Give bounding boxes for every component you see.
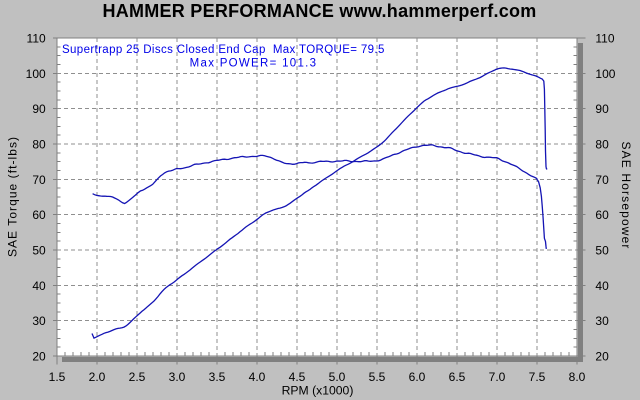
svg-text:90: 90 xyxy=(32,102,46,116)
svg-text:4.5: 4.5 xyxy=(289,370,306,384)
svg-text:80: 80 xyxy=(32,138,46,152)
svg-text:80: 80 xyxy=(595,138,609,152)
svg-text:90: 90 xyxy=(595,102,609,116)
svg-text:40: 40 xyxy=(32,279,46,293)
svg-text:3.5: 3.5 xyxy=(209,370,226,384)
svg-text:40: 40 xyxy=(595,279,609,293)
svg-text:6.5: 6.5 xyxy=(449,370,466,384)
svg-text:30: 30 xyxy=(595,314,609,328)
svg-text:70: 70 xyxy=(595,173,609,187)
svg-text:100: 100 xyxy=(26,67,46,81)
svg-text:8.0: 8.0 xyxy=(569,370,586,384)
svg-text:RPM (x1000): RPM (x1000) xyxy=(282,383,354,397)
svg-text:SAE Horsepower: SAE Horsepower xyxy=(619,141,633,249)
svg-text:Supertrapp 25 Discs Closed End: Supertrapp 25 Discs Closed End Cap Max T… xyxy=(62,44,385,56)
svg-text:100: 100 xyxy=(595,67,615,81)
svg-text:4.0: 4.0 xyxy=(249,370,266,384)
svg-text:110: 110 xyxy=(595,32,614,46)
svg-text:HAMMER PERFORMANCE www.hammerp: HAMMER PERFORMANCE www.hammerperf.com xyxy=(103,1,537,21)
svg-text:1.5: 1.5 xyxy=(49,370,66,384)
svg-text:20: 20 xyxy=(32,350,46,364)
svg-text:2.5: 2.5 xyxy=(129,370,146,384)
svg-text:110: 110 xyxy=(27,32,46,46)
svg-text:30: 30 xyxy=(32,314,46,328)
svg-text:60: 60 xyxy=(595,208,609,222)
svg-text:SAE Torque (ft-lbs): SAE Torque (ft-lbs) xyxy=(6,136,20,257)
svg-text:20: 20 xyxy=(595,350,609,364)
svg-text:7.5: 7.5 xyxy=(529,370,546,384)
svg-text:5.0: 5.0 xyxy=(329,370,346,384)
svg-text:50: 50 xyxy=(595,244,609,258)
svg-text:50: 50 xyxy=(32,244,46,258)
svg-text:3.0: 3.0 xyxy=(169,370,186,384)
svg-text:Max POWER= 101.3: Max POWER= 101.3 xyxy=(190,57,318,69)
svg-text:60: 60 xyxy=(32,208,46,222)
svg-text:7.0: 7.0 xyxy=(489,370,506,384)
svg-text:5.5: 5.5 xyxy=(369,370,386,384)
svg-text:6.0: 6.0 xyxy=(409,370,426,384)
svg-text:2.0: 2.0 xyxy=(89,370,106,384)
svg-text:70: 70 xyxy=(32,173,46,187)
